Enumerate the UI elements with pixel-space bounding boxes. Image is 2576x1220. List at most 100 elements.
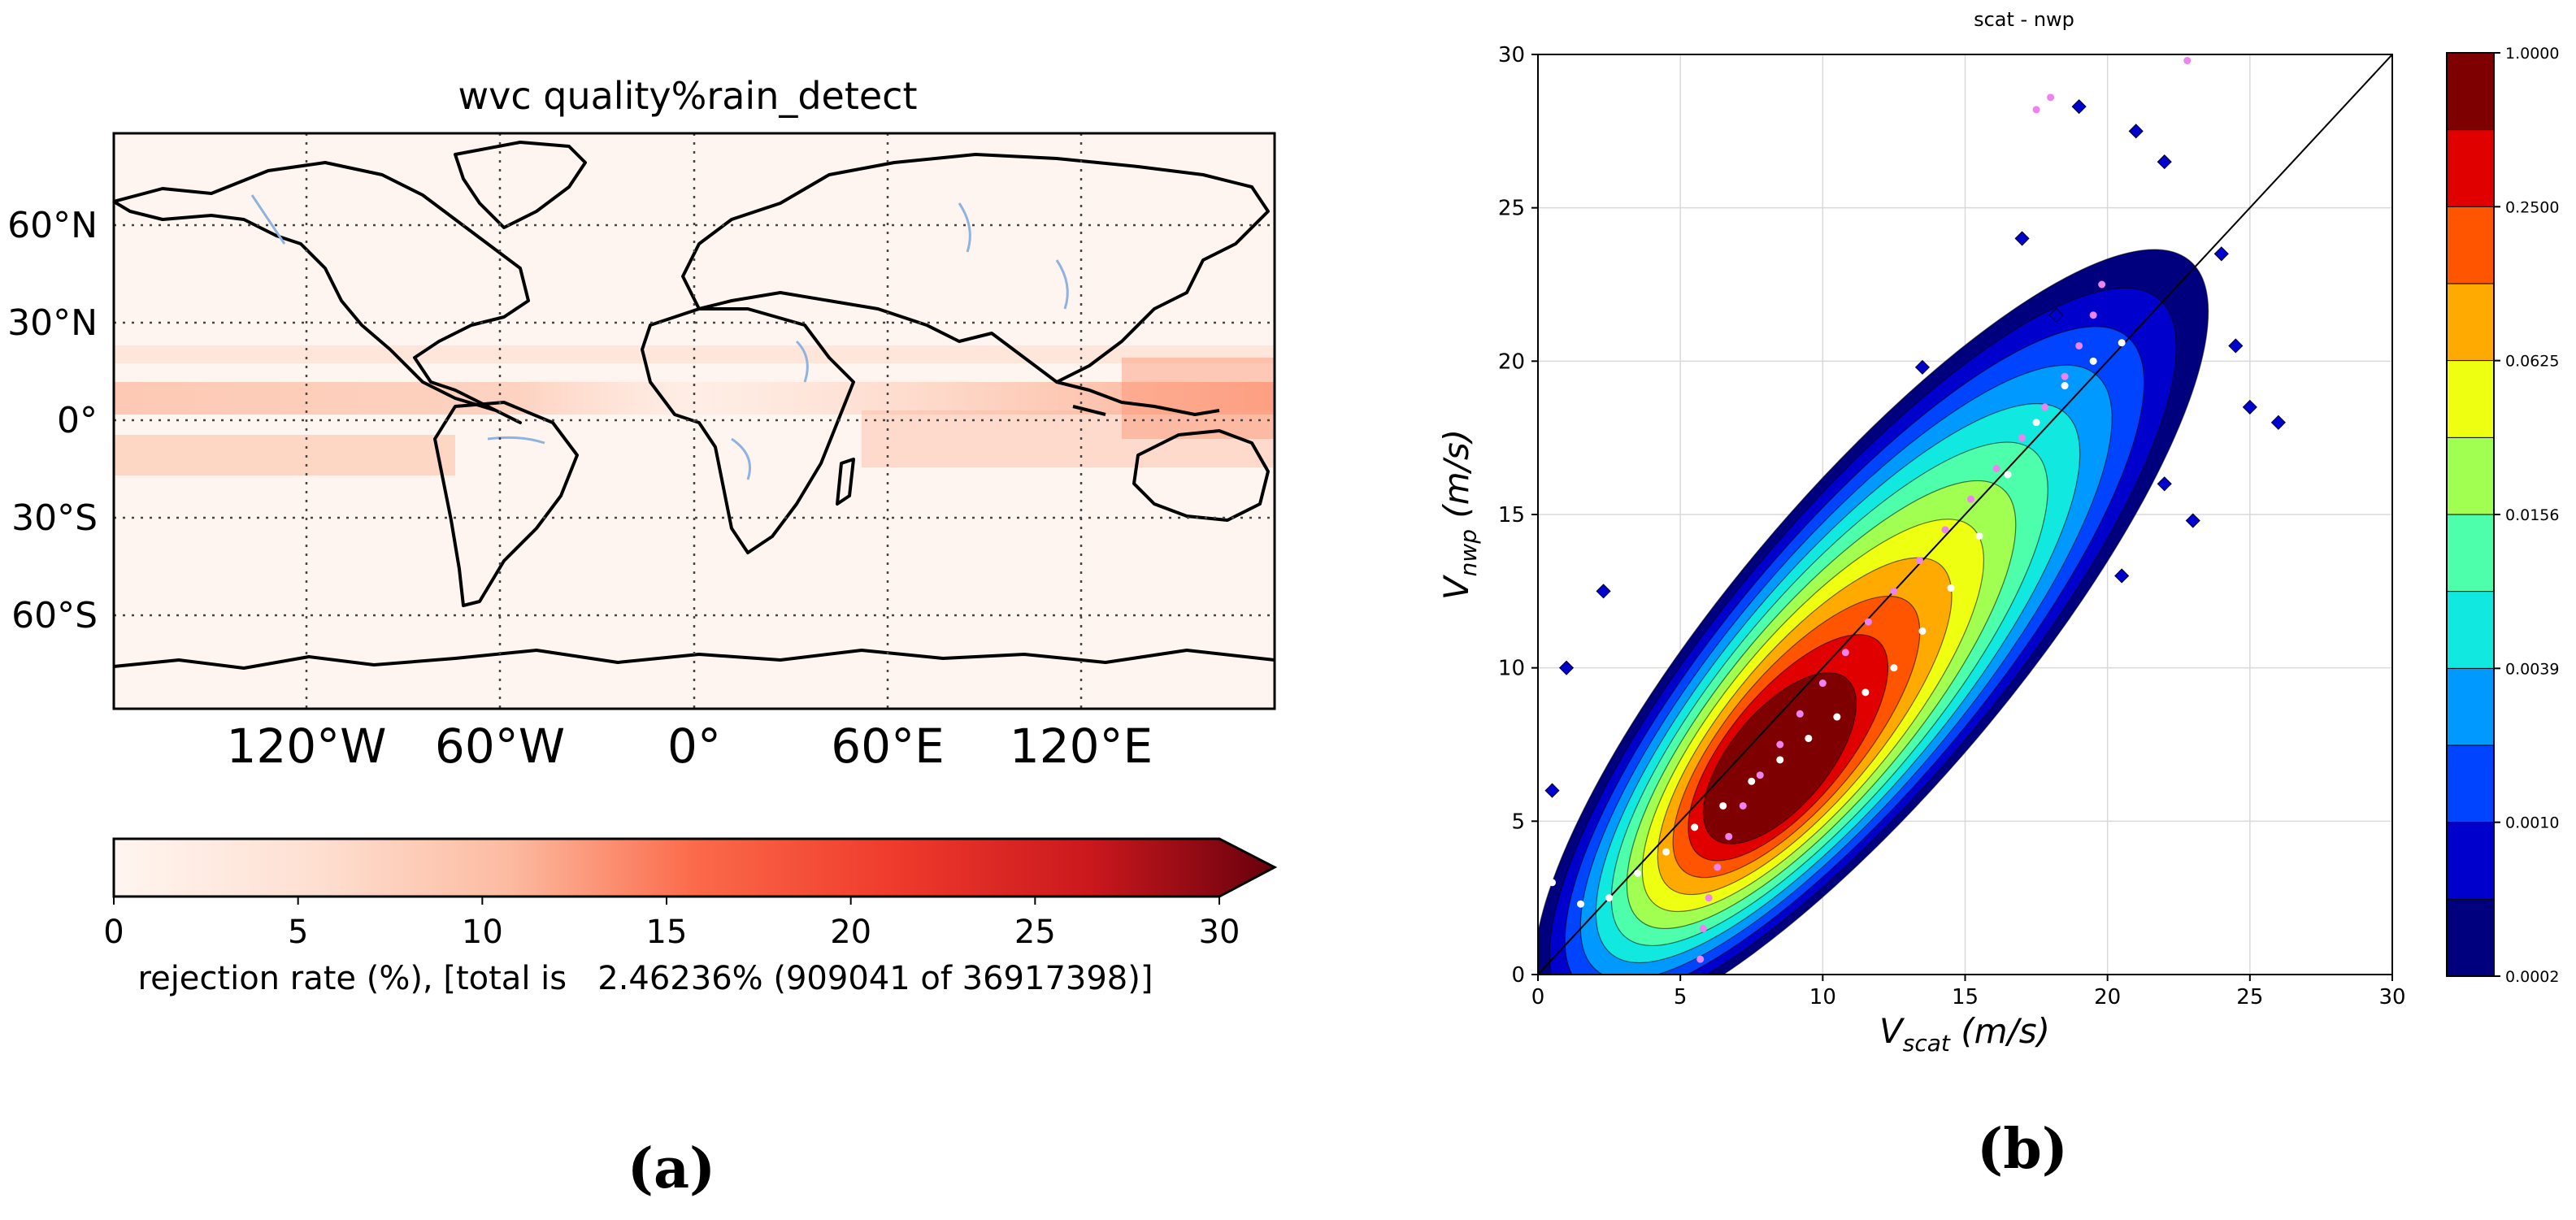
europe-asia-outline <box>681 153 1270 384</box>
density-contours <box>1538 54 2392 975</box>
colorbar-segment <box>2447 53 2494 130</box>
white-dot <box>1833 713 1841 721</box>
colorbar-tick-label: 1.0000 <box>2505 45 2559 63</box>
colorbar-fill <box>112 837 1278 898</box>
indonesia-outline <box>1056 380 1220 416</box>
white-dot <box>1861 688 1870 697</box>
colorbar-tick-label: 0 <box>103 914 124 951</box>
lat-tick-label: 0° <box>57 400 98 441</box>
y-tick-label: 10 <box>1498 657 1525 681</box>
north-america-outline <box>114 161 530 424</box>
colorbar-ticks: 0 5 10 15 20 25 30 <box>103 897 1240 951</box>
white-dot <box>1719 801 1727 810</box>
y-tick-label: 5 <box>1511 810 1525 834</box>
colorbar-tick-label: 0.0010 <box>2505 814 2559 832</box>
spcz-band-south <box>114 435 455 475</box>
colorbar-tick-label: 0.0156 <box>2505 506 2559 524</box>
outlier-speck <box>2114 568 2130 584</box>
violet-dot <box>1696 955 1705 963</box>
white-dot <box>1748 777 1756 785</box>
violet-dot <box>2098 280 2106 289</box>
itcz-band-faint <box>114 345 1275 363</box>
south-america-outline <box>433 401 579 607</box>
violet-dot <box>1756 771 1764 779</box>
lon-tick-labels: 120°W 60°W 0° 60°E 120°E <box>226 719 1153 774</box>
x-axis-label: Vscat (m/s) <box>1879 1011 2050 1057</box>
lat-tick-labels: 60°N 30°N 0° 30°S 60°S <box>7 205 98 636</box>
lat-tick-label: 30°N <box>7 302 98 344</box>
density-colorbar <box>2447 53 2494 976</box>
colorbar-segment <box>2447 668 2494 745</box>
violet-dot <box>1739 801 1747 810</box>
colorbar-segment <box>2447 437 2494 514</box>
outlier-speck <box>2157 476 2172 492</box>
diagonal-line <box>1538 54 2392 975</box>
rain-colorbar: 0 5 10 15 20 25 30 rejection rate (%), [total … <box>103 837 1278 997</box>
white-dot <box>1776 756 1784 764</box>
map-frame <box>112 132 1276 710</box>
colorbar-label: rejection rate (%), [total is 2.46236% (… <box>138 960 1153 997</box>
map-gridlines <box>114 133 1275 709</box>
antarctica-outline <box>114 649 1275 670</box>
white-dot <box>2089 357 2097 365</box>
x-tick-label: 30 <box>2378 985 2405 1009</box>
colorbar-segment <box>2447 129 2494 207</box>
violet-dotted-series <box>1696 57 2192 963</box>
violet-dot <box>2061 372 2069 380</box>
violet-dot <box>1992 464 2000 472</box>
white-dot <box>2004 471 2012 479</box>
white-dot <box>1947 584 1955 593</box>
colorbar-segment <box>2447 745 2494 823</box>
y-tick-label: 25 <box>1498 197 1525 221</box>
violet-dot <box>2032 106 2040 114</box>
outlier-speck <box>2242 399 2257 415</box>
y-tick-label: 15 <box>1498 503 1525 528</box>
x-tick-labels: 0 5 10 15 20 25 30 <box>1531 975 2406 1009</box>
white-dot <box>2032 419 2040 427</box>
outlier-speck <box>2157 154 2172 170</box>
white-dot <box>1605 894 1614 902</box>
white-dot <box>1662 848 1670 856</box>
itcz-band-north <box>114 382 1275 415</box>
outlier-speck <box>2213 246 2229 262</box>
y-tick-label: 20 <box>1498 350 1525 374</box>
madagascar-outline <box>836 458 855 506</box>
colorbar-tick-label: 5 <box>288 914 308 951</box>
map-title: wvc quality%rain_detect <box>458 74 917 118</box>
white-dot <box>1549 879 1557 887</box>
panel-label-a: (a) <box>628 1136 715 1201</box>
white-dot <box>1918 627 1927 635</box>
violet-dot <box>2089 311 2097 319</box>
white-dot <box>1691 823 1699 831</box>
x-tick-label: 20 <box>2094 985 2121 1009</box>
violet-dot <box>1818 679 1827 688</box>
lon-tick-label: 120°W <box>226 719 386 774</box>
lon-tick-label: 60°W <box>435 719 565 774</box>
outlier-speck <box>2228 338 2244 354</box>
y-tick-label: 0 <box>1511 963 1525 988</box>
colorbar-tick-label: 25 <box>1014 914 1056 951</box>
rivers <box>250 194 1069 480</box>
panel-label-b: (b) <box>1977 1117 2068 1182</box>
outlier-speck <box>1596 584 1611 599</box>
scatter-title: scat - nwp <box>1974 8 2074 31</box>
white-dot <box>1975 532 1983 540</box>
outlier-speck <box>2014 231 2030 246</box>
colorbar-segment <box>2447 360 2494 438</box>
outlier-speck <box>2185 513 2200 528</box>
violet-dot <box>1864 618 1872 626</box>
lat-tick-label: 60°S <box>11 595 98 636</box>
outlier-speck <box>1914 359 1931 375</box>
white-dot <box>1634 869 1642 877</box>
x-tick-label: 10 <box>1809 985 1836 1009</box>
violet-dot <box>1841 649 1849 657</box>
violet-dot <box>1725 832 1733 840</box>
colorbar-tick-label: 10 <box>462 914 503 951</box>
violet-dot <box>1705 894 1713 902</box>
outlier-speck <box>2270 415 2286 430</box>
x-tick-label: 0 <box>1531 985 1545 1009</box>
y-tick-label: 30 <box>1498 43 1525 67</box>
panel-b: scat - nwp 0 5 10 15 20 25 30 0 5 10 15 20 25 30 Vsc… <box>1436 8 2559 1182</box>
density-colorbar-labels: 1.0000 0.2500 0.0625 0.0156 0.0039 0.0010 0.00… <box>2494 45 2559 986</box>
